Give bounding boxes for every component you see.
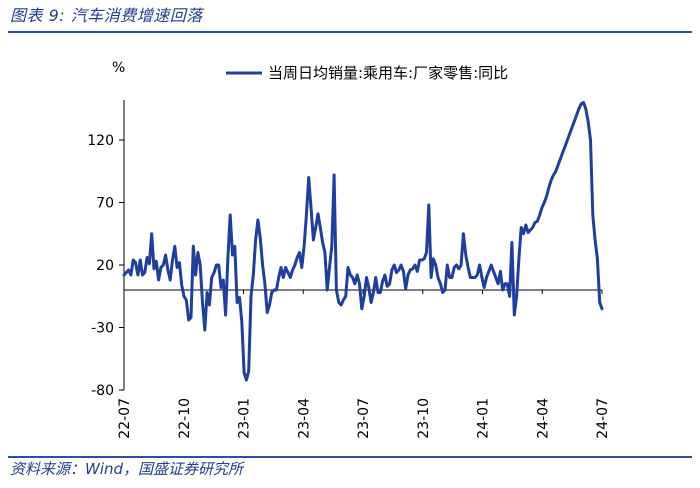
x-tick-label: 23-07 — [356, 398, 372, 439]
y-tick-label: -30 — [91, 321, 114, 337]
axes: -80 -30 20 70 120 22-07 22-10 23-01 23-04 23-07 23… — [87, 100, 611, 439]
top-rule — [8, 31, 692, 33]
y-tick-label: 70 — [96, 196, 114, 212]
x-tick-label: 23-10 — [416, 398, 432, 439]
x-tick-label: 24-01 — [476, 398, 492, 439]
x-tick-label: 24-04 — [535, 398, 551, 439]
bottom-rule — [8, 456, 692, 458]
y-tick-label: -80 — [91, 383, 114, 399]
line-chart: % 当周日均销量:乘用车:厂家零售:同比 -80 -30 20 70 120 22-07 2… — [87, 60, 611, 439]
x-tick-label: 22-10 — [177, 398, 193, 439]
x-tick-label: 24-07 — [595, 398, 611, 439]
legend-label: 当周日均销量:乘用车:厂家零售:同比 — [268, 64, 508, 82]
series-line-retail-yoy — [122, 101, 604, 382]
x-tick-label: 23-01 — [237, 398, 253, 439]
x-tick-label: 22-07 — [117, 398, 133, 439]
series-layer — [122, 101, 604, 382]
source-note: 资料来源：Wind，国盛证券研究所 — [10, 460, 244, 478]
y-tick-label: 120 — [87, 133, 114, 149]
y-tick-label: 20 — [96, 258, 114, 274]
x-tick-label: 23-04 — [296, 398, 312, 439]
figure-title: 图表 9: 汽车消费增速回落 — [10, 6, 203, 25]
y-axis-unit: % — [112, 60, 125, 76]
